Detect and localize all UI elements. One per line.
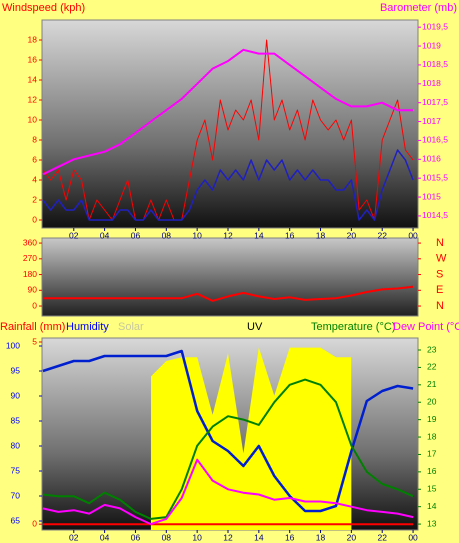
y-tick-label: 270	[23, 253, 37, 263]
y-tick-label: 100	[6, 340, 20, 350]
series-line	[42, 378, 414, 520]
x-tick-label: 04	[100, 230, 110, 240]
y-tick-label: 17	[427, 449, 437, 459]
axis-label: Windspeed (kph)	[2, 2, 85, 14]
y-tick-label: 16	[427, 466, 437, 476]
solar-area	[42, 347, 414, 530]
y-tick-label: 22	[427, 362, 437, 372]
series-line	[42, 285, 414, 302]
axis-label: Dew Point (°C	[393, 321, 459, 333]
y-tick-label: 1018	[422, 78, 441, 88]
y-tick-label: 1015,5	[422, 172, 448, 182]
y-tick-label: 85	[11, 415, 21, 425]
y-tick-label: 95	[11, 365, 21, 375]
y-tick-label: 13	[427, 518, 437, 528]
axis-label: Temperature (°C)	[311, 321, 395, 333]
y-tick-label: 1017	[422, 116, 441, 126]
x-tick-label: 14	[254, 532, 264, 542]
y-tick-label: S	[436, 268, 443, 280]
axis-label: UV	[247, 321, 263, 333]
y-tick-label: 14	[427, 501, 437, 511]
plot-area	[41, 237, 419, 317]
x-tick-label: 20	[347, 230, 357, 240]
x-tick-label: 18	[316, 532, 326, 542]
y-tick-label: 18	[427, 431, 437, 441]
y-tick-label: 19	[427, 414, 437, 424]
y-tick-label: 75	[11, 465, 21, 475]
y-tick-label: 80	[11, 440, 21, 450]
y-tick-label: 70	[11, 490, 21, 500]
y-tick-label: N	[436, 237, 444, 249]
axis-label: Rainfall (mm)	[0, 321, 65, 333]
y-tick-label: 2	[32, 194, 37, 204]
y-tick-label: 1018,5	[422, 59, 448, 69]
y-tick-label: 16	[28, 54, 38, 64]
axis-label: Barometer (mb)	[380, 2, 457, 14]
y-tick-label: 1014,5	[422, 210, 448, 220]
y-tick-label: 1016,5	[422, 135, 448, 145]
x-tick-label: 16	[285, 532, 295, 542]
y-tick-label: 1019,5	[422, 21, 448, 31]
x-tick-label: 18	[316, 230, 326, 240]
y-tick-label: 21	[427, 379, 437, 389]
x-tick-label: 06	[131, 532, 141, 542]
y-tick-label: 1017,5	[422, 97, 448, 107]
series-line	[42, 149, 414, 221]
y-tick-label: N	[436, 300, 444, 312]
x-tick-label: 20	[347, 532, 357, 542]
y-tick-label: 1019	[422, 40, 441, 50]
x-tick-label: 16	[285, 230, 295, 240]
y-tick-label: 90	[11, 390, 21, 400]
y-tick-label: W	[436, 253, 447, 265]
x-tick-label: 04	[100, 532, 110, 542]
y-tick-label: 12	[28, 94, 38, 104]
y-tick-label: 360	[23, 237, 37, 247]
y-tick-label: 65	[11, 515, 21, 525]
x-tick-label: 06	[131, 230, 141, 240]
y-tick-label: 180	[23, 269, 37, 279]
x-tick-label: 00	[408, 532, 418, 542]
x-tick-label: 02	[69, 230, 79, 240]
y-tick-label: 0	[32, 300, 37, 310]
axis-label: Humidity	[66, 321, 109, 333]
y-tick-label: 23	[427, 344, 437, 354]
x-tick-label: 12	[223, 532, 233, 542]
x-tick-label: 02	[69, 532, 79, 542]
y-tick-label: 90	[28, 285, 38, 295]
y-tick-label: 1015	[422, 191, 441, 201]
x-tick-label: 10	[192, 230, 202, 240]
y-tick-label: 8	[32, 134, 37, 144]
series-line	[42, 458, 414, 526]
series-line	[42, 39, 414, 221]
series-line	[42, 48, 414, 176]
x-tick-label: 08	[162, 230, 172, 240]
axis-label: Solar	[118, 321, 144, 333]
x-tick-label: 22	[377, 230, 387, 240]
y-tick-label: 6	[32, 154, 37, 164]
x-tick-label: 08	[162, 532, 172, 542]
y-tick-label: 10	[28, 114, 38, 124]
y-tick-label: 4	[32, 174, 37, 184]
y-tick-label: 18	[28, 34, 38, 44]
y-tick-label: 0	[32, 518, 37, 528]
x-tick-label: 14	[254, 230, 264, 240]
x-tick-label: 00	[408, 230, 418, 240]
y-tick-label: 14	[28, 74, 38, 84]
y-tick-label: 20	[427, 396, 437, 406]
x-tick-label: 12	[223, 230, 233, 240]
y-tick-label: 1016	[422, 154, 441, 164]
x-tick-label: 10	[192, 532, 202, 542]
y-tick-label: E	[436, 284, 443, 296]
y-tick-label: 15	[427, 484, 437, 494]
y-tick-label: 0	[32, 214, 37, 224]
y-tick-label: 5	[32, 336, 37, 346]
series-line	[42, 349, 414, 513]
x-tick-label: 22	[377, 532, 387, 542]
